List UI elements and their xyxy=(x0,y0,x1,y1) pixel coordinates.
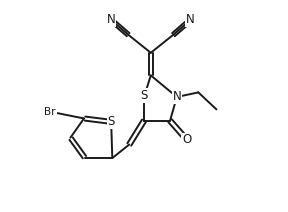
Text: S: S xyxy=(140,89,148,102)
Text: S: S xyxy=(107,115,115,128)
Text: N: N xyxy=(186,13,195,26)
Text: N: N xyxy=(173,91,181,103)
Text: Br: Br xyxy=(44,107,56,117)
Text: N: N xyxy=(107,13,115,26)
Text: O: O xyxy=(182,134,192,146)
